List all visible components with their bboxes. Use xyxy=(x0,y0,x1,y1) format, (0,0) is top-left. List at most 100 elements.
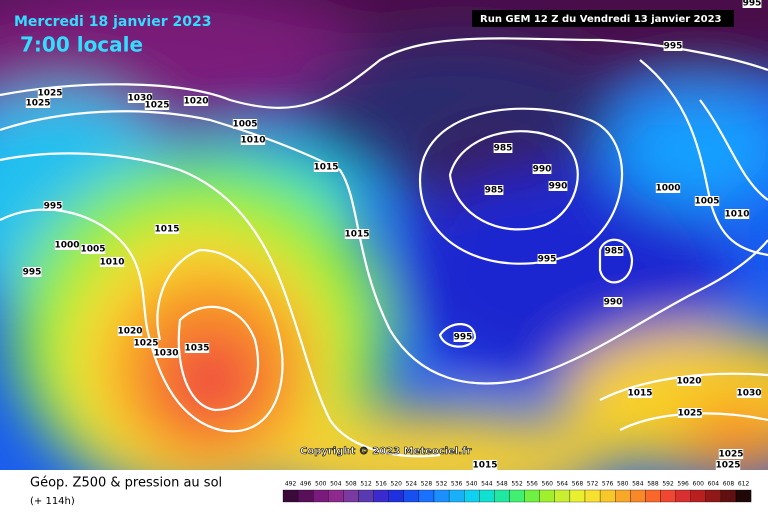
scale-label: 500 xyxy=(315,481,327,488)
isobar-label-bg xyxy=(25,98,51,108)
scale-label: 516 xyxy=(375,481,387,488)
scale-swatch xyxy=(313,489,329,503)
scale-swatch xyxy=(660,489,676,503)
scale-swatch xyxy=(418,489,435,503)
isobar-label: 1005 xyxy=(80,245,105,255)
scale-swatch xyxy=(282,489,299,503)
isobar-label: 990 xyxy=(604,298,623,308)
isobar-label: 1025 xyxy=(25,99,50,109)
scale-label: 588 xyxy=(647,481,659,488)
isobar-label-bg xyxy=(184,343,210,353)
isobar-label-bg xyxy=(313,162,339,172)
isobar-label: 1025 xyxy=(715,461,740,471)
scale-swatch xyxy=(494,489,510,503)
scale-label: 608 xyxy=(723,481,735,488)
isobar-label-bg xyxy=(99,257,125,267)
scale-swatch xyxy=(735,489,752,503)
isobar-label-bg xyxy=(736,388,762,398)
run-box xyxy=(472,10,734,27)
isobar-label-bg xyxy=(54,240,80,250)
isobar-label-bg xyxy=(183,96,209,106)
isobar-label: 1005 xyxy=(232,120,257,130)
color-scale: 492 496 500 504 508 512 516 520 524 528 532 536 540 5… xyxy=(282,481,752,503)
scale-label: 580 xyxy=(617,481,629,488)
isobar-label-bg xyxy=(742,0,762,8)
isobar-label-bg xyxy=(117,326,143,336)
isobar-label: 1030 xyxy=(127,94,152,104)
scale-swatch xyxy=(554,489,571,503)
scale-swatch xyxy=(448,489,465,503)
scale-label: 560 xyxy=(542,481,554,488)
isobar-label-bg xyxy=(37,88,63,98)
scale-swatch xyxy=(720,489,737,503)
scale-label: 564 xyxy=(557,481,569,488)
scale-label: 512 xyxy=(360,481,372,488)
scale-label: 504 xyxy=(330,481,342,488)
isobar-label-bg xyxy=(22,267,42,277)
isobar-label-bg xyxy=(153,348,179,358)
isobar-label-bg xyxy=(154,224,180,234)
isobar-label: 985 xyxy=(494,144,513,154)
scale-swatch xyxy=(584,489,601,503)
isobar-label: 1025 xyxy=(37,89,62,99)
scale-swatch xyxy=(479,489,495,503)
isobar-label: 1010 xyxy=(240,136,265,146)
isobar-label: 985 xyxy=(485,186,504,196)
isobar-label: 1015 xyxy=(627,389,652,399)
scale-swatch xyxy=(705,489,722,503)
scale-label: 508 xyxy=(345,481,357,488)
isobar-label: 1020 xyxy=(183,97,208,107)
isobar-label-bg xyxy=(537,254,557,264)
scale-label: 556 xyxy=(526,481,538,488)
scale-label: 524 xyxy=(406,481,418,488)
isobar-label: 990 xyxy=(533,165,552,175)
isobar-label-bg xyxy=(133,338,159,348)
scale-swatch xyxy=(599,489,616,503)
isobar-label: 1010 xyxy=(724,210,749,220)
isobar-label-bg xyxy=(472,460,498,470)
scale-label: 604 xyxy=(708,481,720,488)
scale-swatch xyxy=(675,489,691,503)
run-label: Run GEM 12 Z du Vendredi 13 janvier 2023 xyxy=(480,14,722,25)
isobar-label: 995 xyxy=(538,255,557,265)
isobar-label-bg xyxy=(677,408,703,418)
scale-label: 568 xyxy=(572,481,584,488)
scale-label: 552 xyxy=(511,481,523,488)
isobar-label: 1005 xyxy=(694,197,719,207)
scale-label: 532 xyxy=(436,481,448,488)
isobar-label-bg xyxy=(344,229,370,239)
isobar-label-bg xyxy=(232,119,258,129)
scale-label: 536 xyxy=(451,481,463,488)
isobar-label-bg xyxy=(715,460,741,470)
isobar-label: 990 xyxy=(549,182,568,192)
scale-label: 492 xyxy=(285,481,297,488)
scale-label: 592 xyxy=(662,481,674,488)
scale-label: 544 xyxy=(481,481,493,488)
scale-label: 540 xyxy=(466,481,478,488)
scale-swatch xyxy=(539,489,555,503)
scale-swatch xyxy=(403,489,420,503)
isobar-label: 1020 xyxy=(676,377,701,387)
scale-label: 600 xyxy=(693,481,705,488)
footer-subtitle: (+ 114h) xyxy=(30,496,75,507)
scale-swatch xyxy=(464,489,480,503)
isobar-label: 1025 xyxy=(144,101,169,111)
isobar-label-bg xyxy=(603,297,623,307)
isobar-label: 1035 xyxy=(184,344,209,354)
time-label: 7:00 locale xyxy=(20,33,143,57)
isobar-label-bg xyxy=(655,183,681,193)
scale-label: 572 xyxy=(587,481,599,488)
scale-label: 576 xyxy=(602,481,614,488)
scale-swatch xyxy=(569,489,586,503)
isobar-label-bg xyxy=(604,246,624,256)
isobar-label: 1015 xyxy=(313,163,338,173)
copyright: Copyright © 2023 Meteociel.fr xyxy=(300,446,471,457)
isobar-label: 995 xyxy=(454,333,473,343)
scale-swatch xyxy=(388,489,404,503)
isobar-label-bg xyxy=(240,135,266,145)
isobar-label-bg xyxy=(718,449,744,459)
isobar-label: 995 xyxy=(743,0,762,9)
